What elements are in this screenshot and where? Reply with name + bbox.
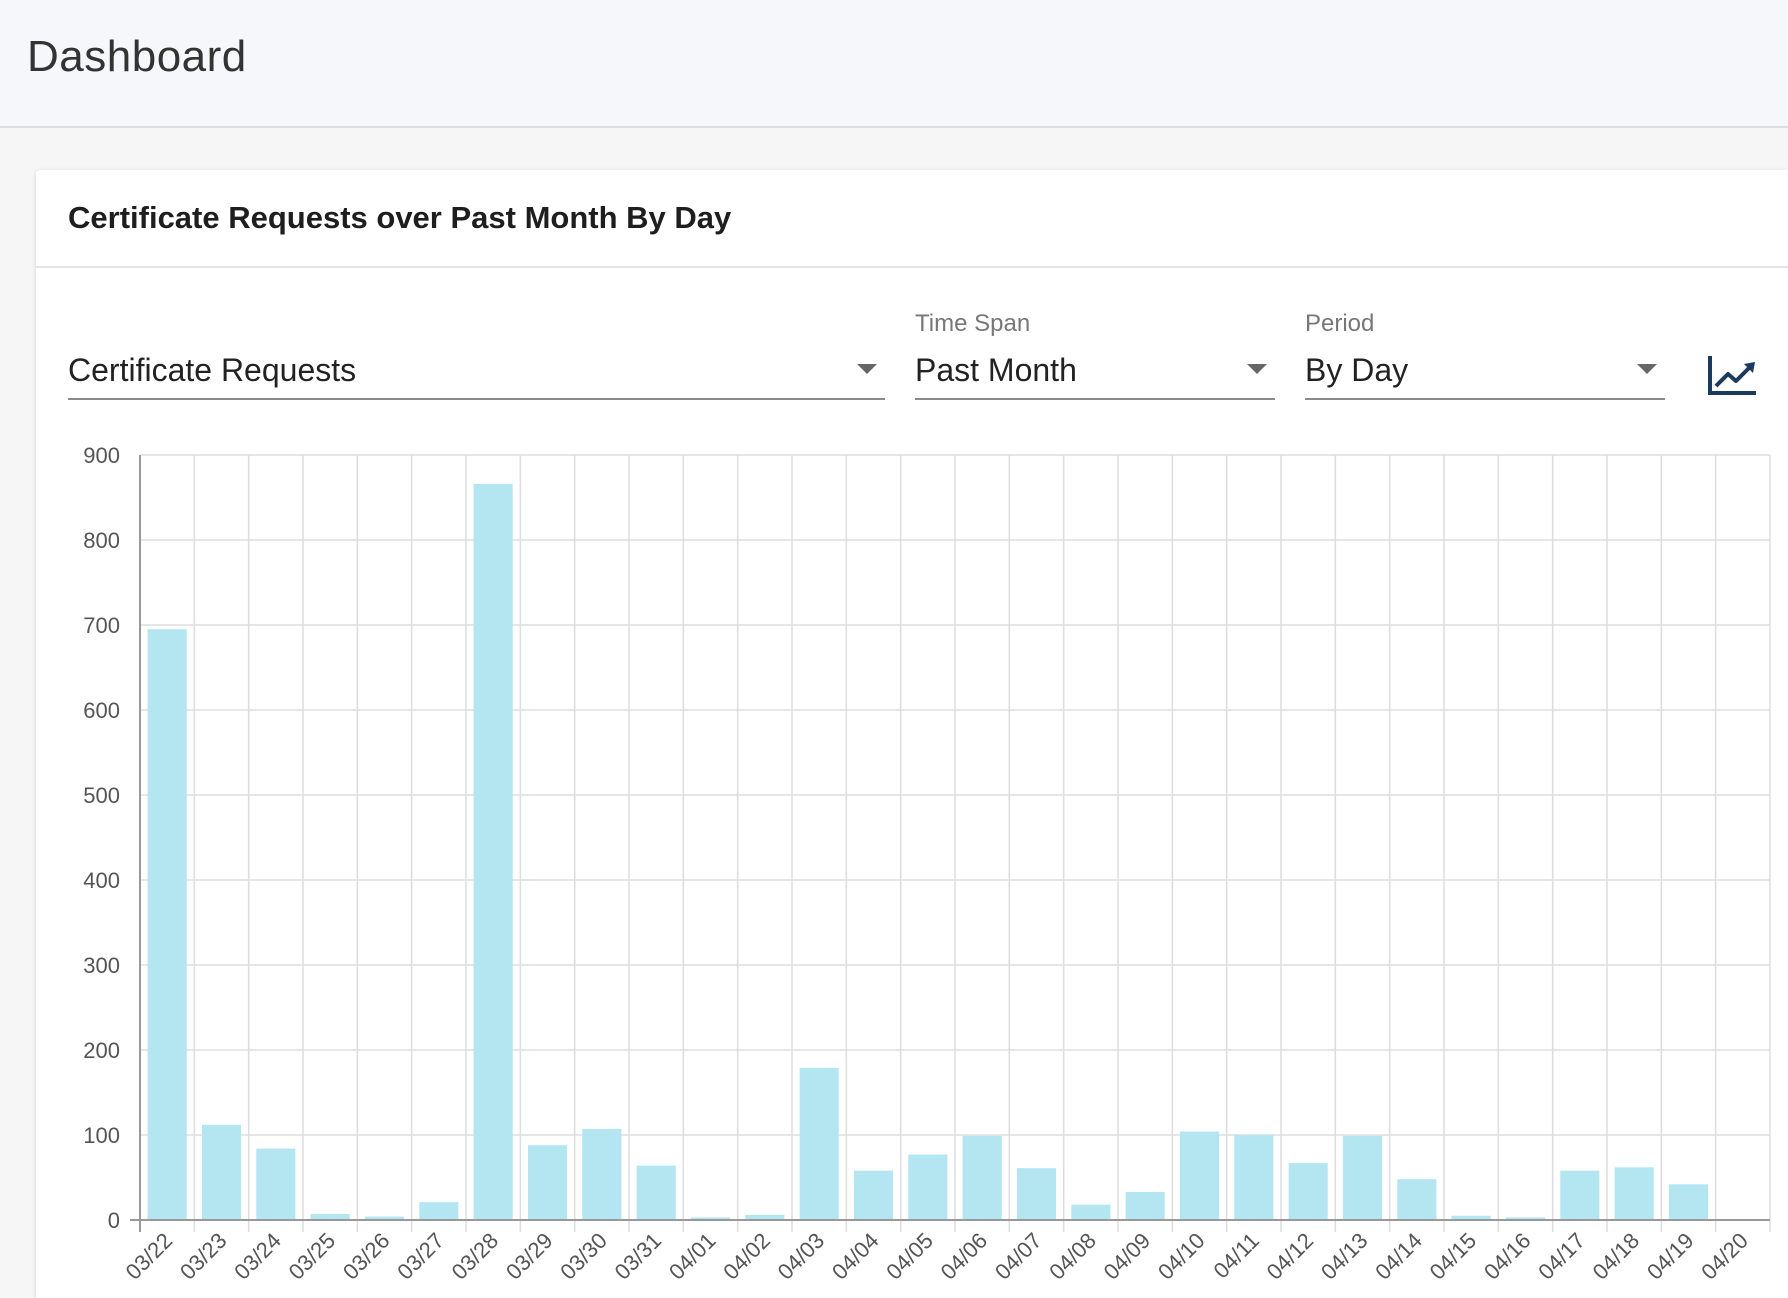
top-bar: Dashboard — [0, 0, 1788, 128]
metric-select[interactable]: Certificate Requests — [68, 340, 885, 400]
trending-up-icon — [1708, 356, 1756, 395]
chart-card: Certificate Requests over Past Month By … — [36, 170, 1788, 1298]
card-header: Certificate Requests over Past Month By … — [36, 170, 1788, 268]
period-select[interactable]: Period By Day — [1305, 310, 1665, 400]
metric-select-value: Certificate Requests — [68, 352, 357, 388]
page-title: Dashboard — [27, 32, 247, 81]
period-value: By Day — [1305, 352, 1409, 388]
chevron-down-icon — [1247, 364, 1267, 374]
chevron-down-icon — [857, 364, 877, 374]
chart-type-toggle-button[interactable] — [1706, 352, 1760, 398]
time-span-select[interactable]: Time Span Past Month — [915, 310, 1275, 400]
time-span-label: Time Span — [915, 310, 1031, 337]
period-label: Period — [1305, 310, 1375, 337]
time-span-value: Past Month — [915, 352, 1077, 388]
chevron-down-icon — [1637, 364, 1657, 374]
card-title: Certificate Requests over Past Month By … — [68, 200, 732, 235]
